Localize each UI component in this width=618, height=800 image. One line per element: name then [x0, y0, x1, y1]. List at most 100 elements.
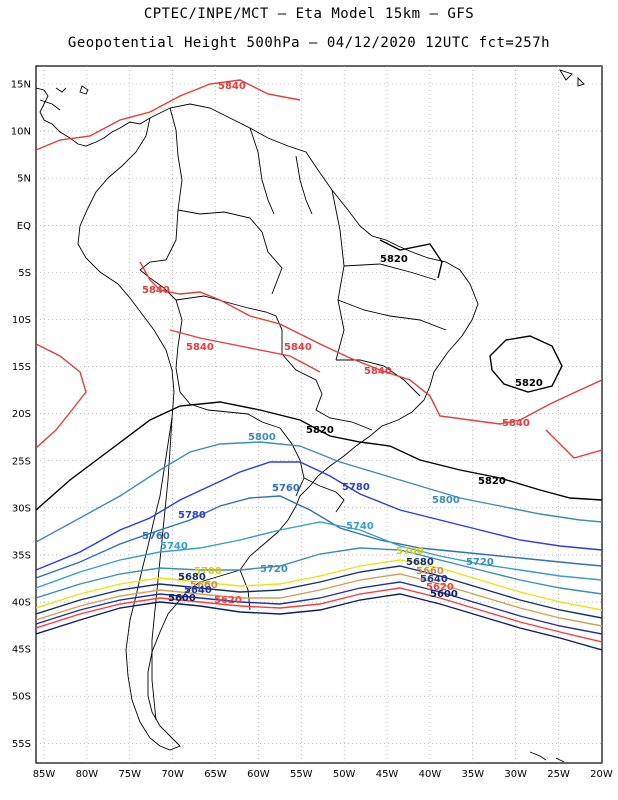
coast-isthmus: [39, 99, 61, 111]
contour-label: 5720: [260, 564, 288, 575]
latitude-tick-label: 15N: [11, 80, 31, 91]
contour-5840: [169, 329, 321, 373]
contour-label: 5840: [364, 366, 392, 377]
contour-label: 5760: [142, 531, 170, 542]
contour-5840: [36, 79, 301, 151]
contour-label: 5780: [342, 482, 370, 493]
longitude-tick-label: 25W: [547, 769, 570, 780]
contour-label: 5660: [190, 580, 218, 591]
contour-label: 5820: [515, 378, 543, 389]
contour-5800: [36, 441, 602, 543]
border-brazil-north: [177, 209, 283, 295]
latitude-tick-label: 5S: [18, 268, 31, 279]
contour-label: 5700: [396, 546, 424, 557]
contour-label: 5840: [186, 342, 214, 353]
map-title-line2: Geopotential Height 500hPa – 04/12/2020 …: [67, 35, 551, 51]
contour-5840: [545, 429, 602, 459]
contour-label: 5820: [380, 254, 408, 265]
border-uruguay: [303, 477, 345, 513]
latitude-tick-label: 35S: [12, 550, 31, 561]
border-brazil-states: [336, 359, 421, 397]
contour-label: 5760: [272, 483, 300, 494]
contour-label: 5840: [218, 81, 246, 92]
longitude-tick-label: 50W: [333, 769, 356, 780]
border-brazil-states: [337, 299, 447, 331]
contour-5600: [36, 593, 602, 651]
island-outline: [79, 85, 89, 95]
latitude-tick-label: 45S: [12, 645, 31, 656]
contour-label: 5720: [466, 557, 494, 568]
contour-label: 5640: [184, 585, 212, 596]
latitude-tick-label: 20S: [12, 409, 31, 420]
contour-label: 5740: [346, 521, 374, 532]
contour-label: 5600: [430, 589, 458, 600]
latitude-tick-label: 25S: [12, 456, 31, 467]
contour-label: 5620: [426, 582, 454, 593]
contour-5840: [36, 343, 87, 449]
map-frame: [35, 65, 603, 764]
contour-5780: [36, 461, 602, 571]
contour-label: 5820: [306, 425, 334, 436]
longitude-tick-label: 80W: [76, 769, 99, 780]
contour-5700: [36, 559, 602, 611]
contour-label: 5800: [432, 495, 460, 506]
longitude-labels: 85W 80W 75W 70W 65W 60W 55W 50W 45W 40W 35W 30W 25W 2…: [33, 769, 613, 780]
contour-5760: [36, 495, 602, 579]
contour-label: 5680: [178, 572, 206, 583]
longitude-tick-label: 75W: [118, 769, 141, 780]
island-outline: [55, 87, 67, 93]
border-paraguay: [279, 427, 305, 497]
contour-label: 5840: [502, 418, 530, 429]
contour-label: 5840: [142, 285, 170, 296]
contour-lines: [36, 79, 602, 651]
latitude-tick-label: 10S: [12, 315, 31, 326]
contour-label: 5700: [194, 566, 222, 577]
latitude-tick-label: 50S: [12, 692, 31, 703]
longitude-tick-label: 20W: [590, 769, 613, 780]
coast-patagonia: [239, 569, 251, 611]
contour-5640: [36, 581, 602, 635]
longitude-tick-label: 45W: [376, 769, 399, 780]
contour-5720: [36, 547, 602, 599]
contour-5840: [139, 261, 602, 425]
latitude-tick-label: 10N: [11, 127, 31, 138]
contour-label: 5600: [168, 593, 196, 604]
latitude-tick-label: 15S: [12, 362, 31, 373]
island-outline: [558, 69, 585, 87]
latitude-tick-label: 40S: [12, 598, 31, 609]
graticule-grid: [36, 66, 602, 763]
border-brazil-states: [315, 409, 373, 431]
longitude-tick-label: 70W: [161, 769, 184, 780]
contour-5820: [489, 335, 563, 393]
border-brazil-states: [331, 189, 345, 361]
contour-5680: [36, 565, 602, 619]
map-title-line1: CPTEC/INPE/MCT – Eta Model 15km – GFS: [143, 6, 475, 22]
longitude-tick-label: 65W: [204, 769, 227, 780]
longitude-tick-label: 60W: [247, 769, 270, 780]
border-brazil-states: [343, 263, 437, 281]
longitude-tick-label: 40W: [419, 769, 442, 780]
contour-label: 5680: [406, 557, 434, 568]
border-venezuela: [249, 127, 275, 215]
contour-label: 5780: [178, 510, 206, 521]
coastline-borders: [36, 69, 585, 763]
longitude-tick-label: 55W: [290, 769, 313, 780]
contour-5620: [36, 587, 602, 643]
latitude-tick-label: 55S: [12, 739, 31, 750]
contour-5820: [36, 401, 602, 511]
contour-5820: [379, 239, 443, 279]
latitude-labels: 15N 10N 5N EQ 5S 10S 15S 20S 25S 30S 35S 40S 45S 50S 5…: [11, 80, 31, 750]
island-outline: [529, 751, 565, 763]
contour-label: 5620: [214, 595, 242, 606]
contour-label: 5660: [416, 566, 444, 577]
contour-label: 5840: [284, 342, 312, 353]
longitude-tick-label: 30W: [504, 769, 527, 780]
latitude-tick-label: EQ: [17, 221, 31, 232]
border-guyana: [295, 155, 313, 215]
contour-label: 5740: [160, 541, 188, 552]
border-argentina-north: [189, 403, 281, 429]
latitude-tick-label: 5N: [17, 174, 31, 185]
contour-5740: [36, 521, 602, 589]
border-chile: [151, 417, 173, 721]
